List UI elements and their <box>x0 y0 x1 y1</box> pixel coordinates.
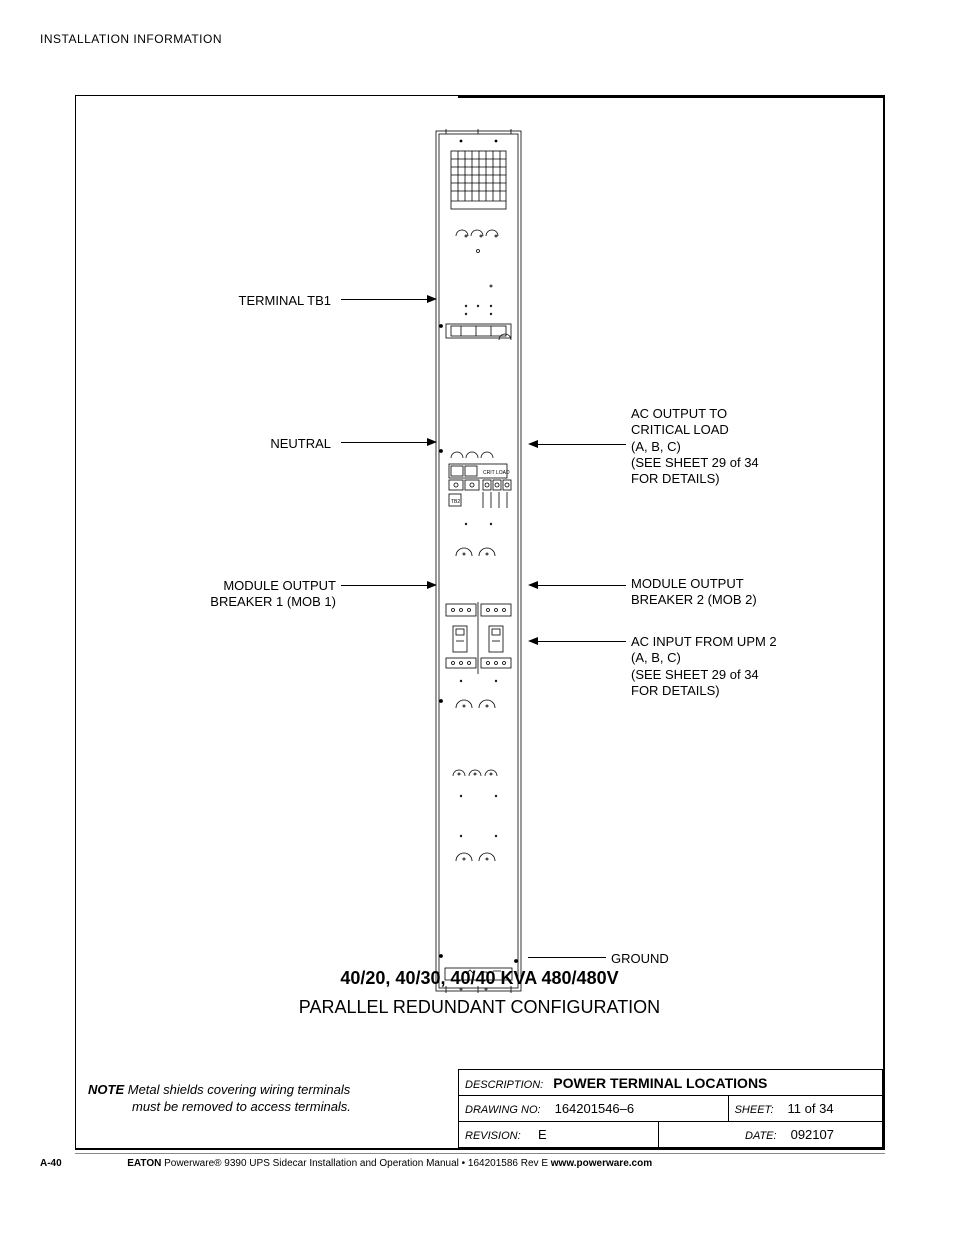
title-line2: PARALLEL REDUNDANT CONFIGURATION <box>76 997 883 1018</box>
arrow-head <box>427 295 437 303</box>
arrow <box>528 957 606 958</box>
text-line: AC INPUT FROM UPM 2 <box>631 634 851 650</box>
callout-neutral: NEUTRAL <box>231 436 331 452</box>
text-line: (A, B, C) <box>631 439 831 455</box>
date-label: DATE: <box>665 1130 777 1142</box>
titleblock-table: DESCRIPTION: POWER TERMINAL LOCATIONS DR… <box>458 1069 883 1148</box>
text-line: BREAKER 1 (MOB 1) <box>176 594 336 610</box>
rev-value: E <box>534 1127 547 1142</box>
arrow <box>536 585 626 586</box>
text-line: FOR DETAILS) <box>631 471 831 487</box>
drawing-label: DRAWING NO: <box>465 1104 541 1116</box>
text-line: CRITICAL LOAD <box>631 422 831 438</box>
date-value: 092107 <box>787 1127 834 1142</box>
title-line1: 40/20, 40/30, 40/40 KVA 480/480V <box>76 968 883 989</box>
callout-ac-output: AC OUTPUT TO CRITICAL LOAD (A, B, C) (SE… <box>631 406 831 487</box>
note-block: NOTE Metal shields covering wiring termi… <box>88 1082 448 1116</box>
svg-text:TB2: TB2 <box>451 499 460 505</box>
note-text: must be removed to access terminals. <box>88 1099 351 1114</box>
arrow-head <box>427 581 437 589</box>
page-number: A-40 <box>40 1158 62 1169</box>
callout-mob1: MODULE OUTPUT BREAKER 1 (MOB 1) <box>176 578 336 611</box>
text-line: (SEE SHEET 29 of 34 <box>631 667 851 683</box>
arrow <box>536 444 626 445</box>
cabinet-diagram: CRIT LOAD TB2 <box>431 126 526 996</box>
drawing-value: 164201546–6 <box>551 1101 635 1116</box>
arrow-head <box>528 637 538 645</box>
arrow <box>536 641 626 642</box>
callout-mob2: MODULE OUTPUT BREAKER 2 (MOB 2) <box>631 576 831 609</box>
sheet-label: SHEET: <box>735 1104 774 1116</box>
sheet-value: 11 of 34 <box>784 1101 834 1116</box>
page-footer: A-40 EATON Powerware® 9390 UPS Sidecar I… <box>40 1158 910 1169</box>
drawing-title: 40/20, 40/30, 40/40 KVA 480/480V PARALLE… <box>76 968 883 1018</box>
desc-label: DESCRIPTION: <box>465 1079 543 1091</box>
arrow-head <box>528 581 538 589</box>
arrow-head <box>528 440 538 448</box>
footer-brand: EATON <box>127 1158 161 1169</box>
callout-ac-input: AC INPUT FROM UPM 2 (A, B, C) (SEE SHEET… <box>631 634 851 699</box>
page-header: INSTALLATION INFORMATION <box>40 32 222 46</box>
footer-rule <box>75 1153 885 1154</box>
drawing-frame: CRIT LOAD TB2 <box>75 95 885 1150</box>
arrow <box>341 442 429 443</box>
note-text: Metal shields covering wiring terminals <box>128 1082 351 1097</box>
callout-ground: GROUND <box>611 951 669 967</box>
arrow <box>341 299 429 300</box>
footer-text: Powerware® 9390 UPS Sidecar Installation… <box>161 1158 550 1169</box>
note-label: NOTE <box>88 1082 124 1097</box>
text-line: MODULE OUTPUT <box>176 578 336 594</box>
svg-text:CRIT LOAD: CRIT LOAD <box>483 470 510 476</box>
arrow <box>341 585 429 586</box>
text-line: (SEE SHEET 29 of 34 <box>631 455 831 471</box>
rev-label: REVISION: <box>465 1130 521 1142</box>
titleblock-top-rule <box>458 96 883 98</box>
text-line: MODULE OUTPUT <box>631 576 831 592</box>
text-line: FOR DETAILS) <box>631 683 851 699</box>
desc-value: POWER TERMINAL LOCATIONS <box>553 1075 767 1091</box>
callout-tb1: TERMINAL TB1 <box>171 293 331 309</box>
text-line: AC OUTPUT TO <box>631 406 831 422</box>
footer-url: www.powerware.com <box>551 1158 652 1169</box>
text-line: BREAKER 2 (MOB 2) <box>631 592 831 608</box>
arrow-head <box>427 438 437 446</box>
text-line: (A, B, C) <box>631 650 851 666</box>
